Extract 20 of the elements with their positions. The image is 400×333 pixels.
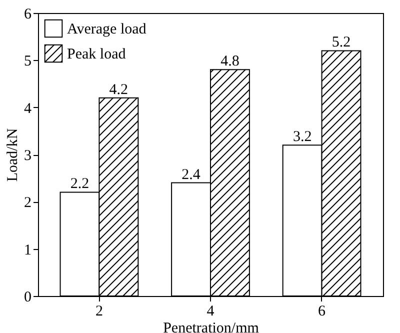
legend-label: Average load	[67, 22, 147, 38]
y-tick-label: 6	[24, 6, 32, 22]
y-tick-label: 4	[24, 100, 32, 117]
y-axis-title: Load/kN	[5, 128, 21, 182]
data-label: 2.2	[70, 176, 90, 192]
y-tick-label: 5	[24, 54, 32, 70]
data-label: 5.2	[332, 34, 351, 51]
y-tick-label: 3	[24, 148, 32, 164]
x-tick-label: 2	[95, 304, 103, 320]
x-tick-label: 6	[318, 304, 326, 320]
x-axis-title: Penetration/mm	[163, 320, 260, 333]
y-tick-label: 0	[24, 290, 32, 306]
data-label: 4.8	[220, 54, 240, 70]
data-label: 3.2	[292, 129, 312, 146]
x-tick-label: 4	[206, 304, 215, 320]
y-tick-label: 2	[24, 195, 32, 212]
data-label: 2.4	[182, 166, 201, 183]
legend-label: Peak load	[67, 46, 126, 62]
y-tick-label: 1	[24, 242, 32, 258]
data-label: 4.2	[109, 82, 128, 98]
